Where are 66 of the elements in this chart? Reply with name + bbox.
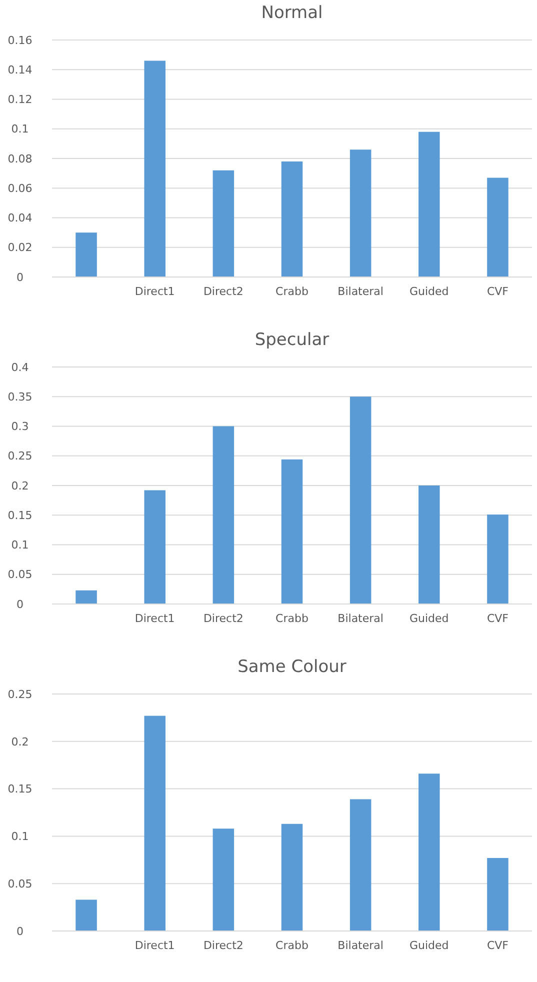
bar <box>350 396 372 604</box>
y-tick-label: 0 <box>16 270 24 284</box>
x-tick-label: Bilateral <box>338 612 384 625</box>
y-tick-label: 0.1 <box>11 122 29 136</box>
bar <box>144 60 166 277</box>
x-tick-label: Direct1 <box>134 285 175 298</box>
x-tick-label: Direct2 <box>203 285 244 298</box>
y-tick-label: 0.25 <box>8 450 32 463</box>
x-tick-label: Guided <box>409 612 449 625</box>
bar <box>281 161 303 277</box>
x-tick-label: Crabb <box>276 612 308 625</box>
x-tick-label: Direct2 <box>203 612 244 625</box>
bar <box>76 900 97 931</box>
y-tick-label: 0.2 <box>11 479 29 492</box>
y-tick-label: 0.1 <box>11 538 29 552</box>
bar <box>212 828 234 931</box>
y-tick-label: 0.08 <box>8 152 32 166</box>
y-tick-label: 0.14 <box>8 63 32 76</box>
y-tick-label: 0.05 <box>8 877 32 890</box>
x-tick-label: Guided <box>409 285 449 298</box>
x-tick-label: CVF <box>486 612 508 625</box>
y-tick-label: 0.02 <box>8 241 32 254</box>
bar <box>281 459 303 604</box>
x-tick-label: Direct2 <box>203 939 244 952</box>
y-tick-label: 0 <box>16 924 24 938</box>
y-tick-label: 0.1 <box>11 830 29 844</box>
y-tick-label: 0.15 <box>8 782 32 796</box>
bar <box>418 774 440 931</box>
bar <box>144 490 166 604</box>
bar <box>212 426 234 604</box>
x-tick-label: Direct1 <box>134 939 175 952</box>
chart-title: Same Colour <box>238 657 346 677</box>
x-tick-label: Direct1 <box>134 612 175 625</box>
x-tick-label: Crabb <box>276 939 308 952</box>
x-tick-label: Guided <box>409 939 449 952</box>
chart-title: Specular <box>254 330 330 350</box>
x-tick-label: CVF <box>486 939 508 952</box>
x-tick-label: Bilateral <box>338 285 384 298</box>
bar <box>418 132 440 277</box>
y-tick-label: 0.04 <box>8 212 32 225</box>
y-tick-label: 0.05 <box>8 568 32 582</box>
bar <box>487 178 508 277</box>
y-tick-label: 0.2 <box>11 735 29 748</box>
bar <box>418 486 440 604</box>
bar <box>487 858 508 931</box>
bar <box>281 824 303 931</box>
chart-title: Normal <box>261 3 323 23</box>
x-tick-label: Crabb <box>276 285 308 298</box>
y-tick-label: 0.35 <box>8 390 32 404</box>
x-tick-label: CVF <box>486 285 508 298</box>
x-tick-label: Bilateral <box>338 939 384 952</box>
y-tick-label: 0.06 <box>8 182 32 195</box>
y-tick-label: 0.3 <box>11 420 29 434</box>
bar <box>76 232 97 277</box>
bar <box>350 150 372 277</box>
y-tick-label: 0 <box>16 598 24 611</box>
y-tick-label: 0.16 <box>8 34 32 47</box>
y-tick-label: 0.15 <box>8 508 32 522</box>
bar <box>144 716 166 931</box>
y-tick-label: 0.4 <box>11 360 29 374</box>
bar <box>212 170 234 277</box>
y-tick-label: 0.25 <box>8 688 32 701</box>
bar <box>350 799 372 931</box>
bar <box>487 514 508 604</box>
bar <box>76 590 97 604</box>
y-tick-label: 0.12 <box>8 93 32 106</box>
